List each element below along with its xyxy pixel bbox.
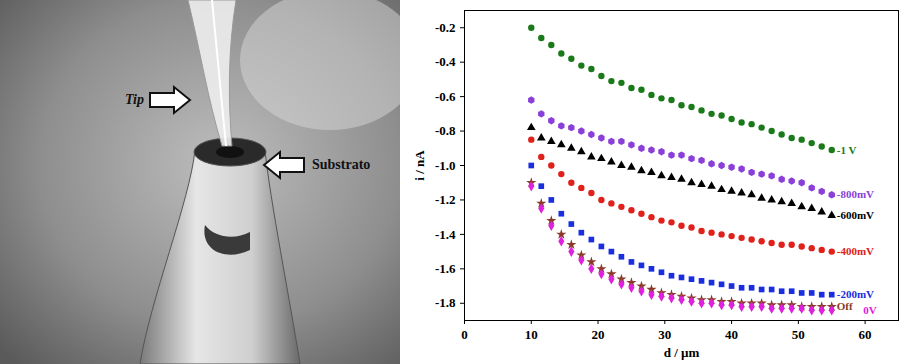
- svg-text:Tip: Tip: [125, 92, 144, 107]
- svg-text:50: 50: [792, 327, 805, 342]
- svg-text:-1.8: -1.8: [435, 295, 456, 310]
- svg-text:-200mV: -200mV: [837, 288, 874, 300]
- svg-text:40: 40: [725, 327, 738, 342]
- svg-text:10: 10: [525, 327, 538, 342]
- svg-text:-1 V: -1 V: [837, 144, 857, 156]
- svg-text:-0.2: -0.2: [435, 20, 456, 35]
- svg-text:30: 30: [658, 327, 671, 342]
- svg-text:-0.4: -0.4: [435, 54, 456, 69]
- svg-text:Off: Off: [837, 300, 853, 312]
- svg-text:-800mV: -800mV: [837, 188, 874, 200]
- svg-text:60: 60: [859, 327, 872, 342]
- svg-text:i / nA: i / nA: [412, 150, 427, 181]
- svg-text:d / µm: d / µm: [664, 345, 700, 360]
- svg-text:-1.6: -1.6: [435, 261, 456, 276]
- svg-text:-1.0: -1.0: [435, 158, 456, 173]
- svg-text:-1.4: -1.4: [435, 227, 456, 242]
- svg-text:0V: 0V: [863, 304, 877, 316]
- svg-text:20: 20: [592, 327, 605, 342]
- svg-text:-0.6: -0.6: [435, 89, 456, 104]
- svg-text:-0.8: -0.8: [435, 123, 456, 138]
- svg-text:-600mV: -600mV: [837, 209, 874, 221]
- svg-text:0: 0: [461, 327, 468, 342]
- svg-text:-1.2: -1.2: [435, 192, 456, 207]
- svg-text:-400mV: -400mV: [837, 245, 874, 257]
- svg-text:Substrato: Substrato: [312, 157, 370, 172]
